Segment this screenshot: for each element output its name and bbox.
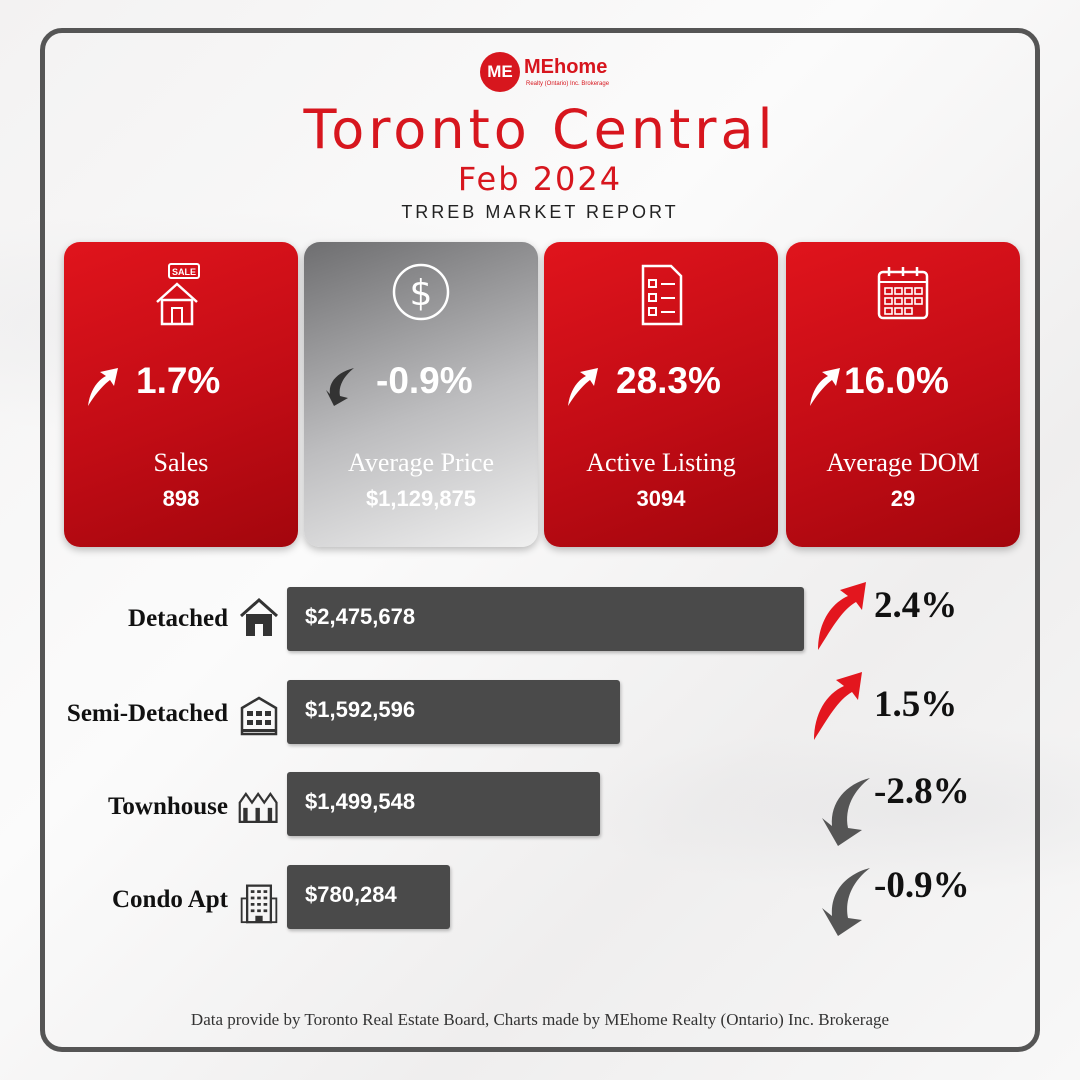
page-frame bbox=[40, 28, 1040, 1052]
change-townhouse: -2.8% bbox=[874, 771, 970, 812]
up-arrow-icon bbox=[568, 368, 598, 406]
change-value: 16.0% bbox=[844, 360, 949, 401]
checklist-icon bbox=[641, 264, 683, 326]
stat-card-average-dom: 16.0% Average DOM 29 bbox=[786, 242, 1020, 547]
bar-value-label: $2,475,678 bbox=[305, 604, 416, 629]
report-label: TRREB MARKET REPORT bbox=[401, 202, 679, 222]
up-arrow-icon bbox=[810, 368, 840, 406]
calendar-icon bbox=[877, 267, 929, 320]
bar-value-label: $1,499,548 bbox=[305, 789, 416, 814]
sale-house-icon: SALE bbox=[156, 263, 200, 326]
stat-value: 898 bbox=[162, 486, 200, 511]
stat-label: Average Price bbox=[347, 448, 495, 477]
stat-label: Active Listing bbox=[586, 448, 736, 477]
stat-value: $1,129,875 bbox=[365, 486, 477, 511]
bar-detached: $2,475,678 bbox=[287, 587, 804, 651]
brand-logo: ME MEhome Realty (Ontario) Inc. Brokerag… bbox=[480, 52, 620, 96]
logo-subtext: Realty (Ontario) Inc. Brokerage bbox=[526, 81, 610, 87]
bar-semi-detached: $1,592,596 bbox=[287, 680, 620, 744]
up-arrow-icon bbox=[88, 368, 118, 406]
down-arrow-icon bbox=[822, 868, 870, 936]
bar-condo-apt: $780,284 bbox=[287, 865, 450, 929]
dollar-icon: $ bbox=[392, 263, 450, 321]
condo-icon bbox=[240, 884, 278, 924]
stat-label: Average DOM bbox=[826, 448, 980, 477]
bar-townhouse: $1,499,548 bbox=[287, 772, 600, 836]
average-price-change: -0.9% bbox=[324, 360, 534, 410]
sales-change: 1.7% bbox=[84, 360, 294, 410]
townhouse-icon bbox=[238, 791, 278, 823]
category-label-detached: Detached bbox=[128, 605, 228, 632]
svg-text:SALE: SALE bbox=[172, 267, 196, 277]
stat-card-sales: SALE 1.7% Sales 898 bbox=[64, 242, 298, 547]
stat-label: Sales bbox=[153, 448, 209, 477]
page-title: Toronto Central bbox=[303, 98, 777, 161]
category-label-condo-apt: Condo Apt bbox=[111, 886, 228, 913]
down-arrow-icon bbox=[822, 778, 870, 846]
change-value: -0.9% bbox=[376, 360, 473, 401]
house-icon bbox=[240, 597, 278, 636]
svg-text:$: $ bbox=[410, 273, 433, 314]
change-detached: 2.4% bbox=[874, 585, 958, 626]
semi-detached-icon bbox=[240, 696, 278, 736]
change-semi-detached: 1.5% bbox=[874, 684, 958, 725]
change-condo-apt: -0.9% bbox=[874, 865, 970, 906]
category-label-townhouse: Townhouse bbox=[108, 793, 228, 820]
stat-card-average-price: $ -0.9% Average Price $1,129,875 bbox=[304, 242, 538, 547]
footer-credit: Data provide by Toronto Real Estate Boar… bbox=[190, 1010, 890, 1029]
bar-value-label: $780,284 bbox=[305, 882, 397, 907]
stat-value: 3094 bbox=[636, 486, 686, 511]
average-dom-change: 16.0% bbox=[806, 360, 1016, 410]
page-subtitle: Feb 2024 bbox=[457, 160, 623, 198]
change-value: 28.3% bbox=[616, 360, 721, 401]
bar-value-label: $1,592,596 bbox=[305, 697, 416, 722]
active-listing-change: 28.3% bbox=[564, 360, 774, 410]
up-arrow-icon bbox=[814, 672, 862, 740]
category-label-semi-detached: Semi-Detached bbox=[66, 700, 228, 727]
down-arrow-icon bbox=[326, 368, 354, 406]
stat-card-active-listing: 28.3% Active Listing 3094 bbox=[544, 242, 778, 547]
change-value: 1.7% bbox=[136, 360, 221, 401]
logo-name: MEhome bbox=[524, 56, 608, 78]
stat-value: 29 bbox=[890, 486, 916, 511]
up-arrow-icon bbox=[818, 582, 866, 650]
logo-mark: ME bbox=[480, 52, 520, 92]
